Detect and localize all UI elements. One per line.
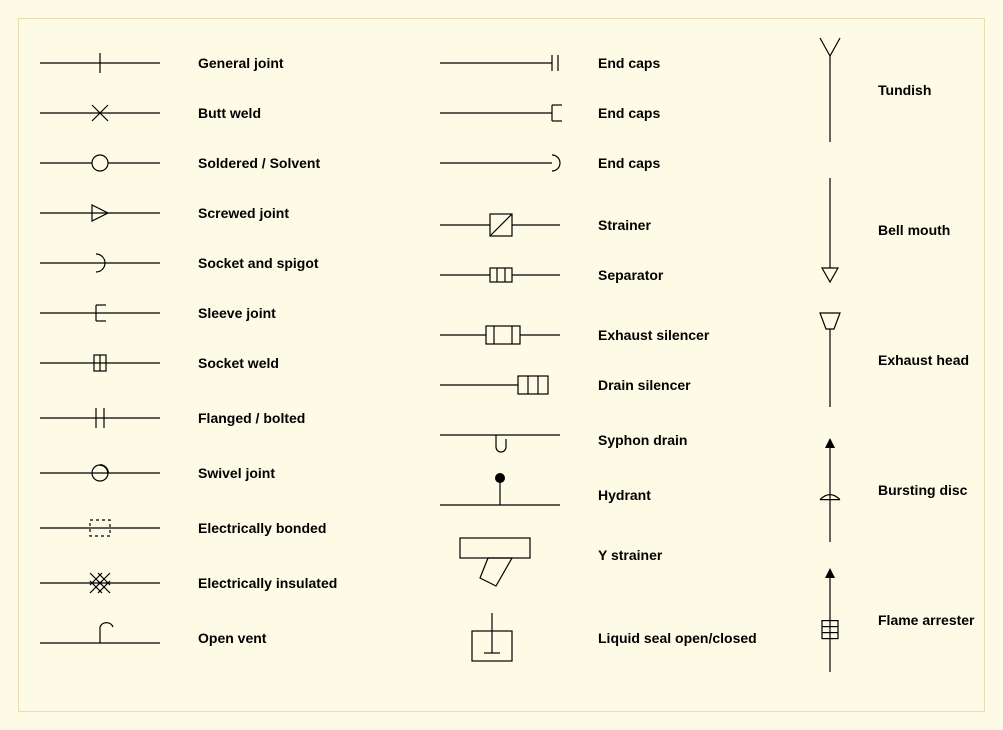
- legend-row-end-cap-2: End caps: [440, 88, 660, 138]
- legend-label: Electrically insulated: [180, 575, 337, 591]
- legend-label: Bell mouth: [860, 222, 950, 238]
- legend-label: Butt weld: [180, 105, 261, 121]
- end-cap-1-icon: [440, 38, 580, 88]
- legend-label: Exhaust head: [860, 352, 969, 368]
- legend-row-electrically-insulated: Electrically insulated: [40, 558, 337, 608]
- butt-weld-icon: [40, 88, 180, 138]
- legend-label: End caps: [580, 55, 660, 71]
- legend-label: Sleeve joint: [180, 305, 276, 321]
- legend-label: Exhaust silencer: [580, 327, 709, 343]
- separator-icon: [440, 250, 580, 300]
- soldered-solvent-icon: [40, 138, 180, 188]
- legend-row-butt-weld: Butt weld: [40, 88, 261, 138]
- legend-row-y-strainer: Y strainer: [440, 530, 662, 580]
- legend-label: Flame arrester: [860, 612, 975, 628]
- legend-row-end-cap-1: End caps: [440, 38, 660, 88]
- exhaust-silencer-icon: [440, 310, 580, 360]
- legend-label: Liquid seal open/closed: [580, 630, 757, 646]
- bell-mouth-icon: [800, 170, 860, 290]
- socket-spigot-icon: [40, 238, 180, 288]
- legend-label: Soldered / Solvent: [180, 155, 320, 171]
- legend-label: Electrically bonded: [180, 520, 326, 536]
- flame-arrester-icon: [800, 560, 860, 680]
- syphon-drain-icon: [440, 415, 580, 465]
- legend-label: Socket and spigot: [180, 255, 319, 271]
- hydrant-icon: [440, 470, 580, 520]
- end-cap-3-icon: [440, 138, 580, 188]
- legend-label: General joint: [180, 55, 284, 71]
- legend-label: Drain silencer: [580, 377, 691, 393]
- legend-row-electrically-bonded: Electrically bonded: [40, 503, 326, 553]
- open-vent-icon: [40, 613, 180, 663]
- legend-row-swivel-joint: Swivel joint: [40, 448, 275, 498]
- legend-row-bursting-disc: Bursting disc: [800, 430, 967, 550]
- legend-row-sleeve-joint: Sleeve joint: [40, 288, 276, 338]
- legend-row-soldered-solvent: Soldered / Solvent: [40, 138, 320, 188]
- legend-label: End caps: [580, 105, 660, 121]
- legend-row-socket-weld: Socket weld: [40, 338, 279, 388]
- sleeve-joint-icon: [40, 288, 180, 338]
- flanged-bolted-icon: [40, 393, 180, 443]
- general-joint-icon: [40, 38, 180, 88]
- legend-row-socket-spigot: Socket and spigot: [40, 238, 319, 288]
- screwed-joint-icon: [40, 188, 180, 238]
- legend-label: Strainer: [580, 217, 651, 233]
- y-strainer-icon: [440, 530, 580, 580]
- legend-row-exhaust-head: Exhaust head: [800, 305, 969, 415]
- legend-label: Y strainer: [580, 547, 662, 563]
- legend-row-flame-arrester: Flame arrester: [800, 560, 975, 680]
- legend-label: End caps: [580, 155, 660, 171]
- swivel-joint-icon: [40, 448, 180, 498]
- legend-row-flanged-bolted: Flanged / bolted: [40, 393, 305, 443]
- legend-row-open-vent: Open vent: [40, 613, 266, 663]
- legend-row-liquid-seal: Liquid seal open/closed: [440, 613, 757, 663]
- legend-label: Open vent: [180, 630, 266, 646]
- socket-weld-icon: [40, 338, 180, 388]
- legend-row-strainer: Strainer: [440, 200, 651, 250]
- bursting-disc-icon: [800, 430, 860, 550]
- legend-row-exhaust-silencer: Exhaust silencer: [440, 310, 709, 360]
- electrically-bonded-icon: [40, 503, 180, 553]
- legend-label: Hydrant: [580, 487, 651, 503]
- legend-label: Bursting disc: [860, 482, 967, 498]
- legend-label: Tundish: [860, 82, 931, 98]
- legend-row-drain-silencer: Drain silencer: [440, 360, 691, 410]
- legend-label: Separator: [580, 267, 663, 283]
- legend-label: Socket weld: [180, 355, 279, 371]
- liquid-seal-icon: [440, 613, 580, 663]
- legend-label: Screwed joint: [180, 205, 289, 221]
- legend-row-bell-mouth: Bell mouth: [800, 170, 950, 290]
- legend-row-tundish: Tundish: [800, 30, 931, 150]
- drain-silencer-icon: [440, 360, 580, 410]
- strainer-icon: [440, 200, 580, 250]
- legend-label: Flanged / bolted: [180, 410, 305, 426]
- legend-row-hydrant: Hydrant: [440, 470, 651, 520]
- exhaust-head-icon: [800, 305, 860, 415]
- legend-row-end-cap-3: End caps: [440, 138, 660, 188]
- legend-row-syphon-drain: Syphon drain: [440, 415, 687, 465]
- end-cap-2-icon: [440, 88, 580, 138]
- legend-label: Syphon drain: [580, 432, 687, 448]
- legend-row-separator: Separator: [440, 250, 663, 300]
- electrically-insulated-icon: [40, 558, 180, 608]
- legend-row-general-joint: General joint: [40, 38, 284, 88]
- legend-row-screwed-joint: Screwed joint: [40, 188, 289, 238]
- legend-label: Swivel joint: [180, 465, 275, 481]
- tundish-icon: [800, 30, 860, 150]
